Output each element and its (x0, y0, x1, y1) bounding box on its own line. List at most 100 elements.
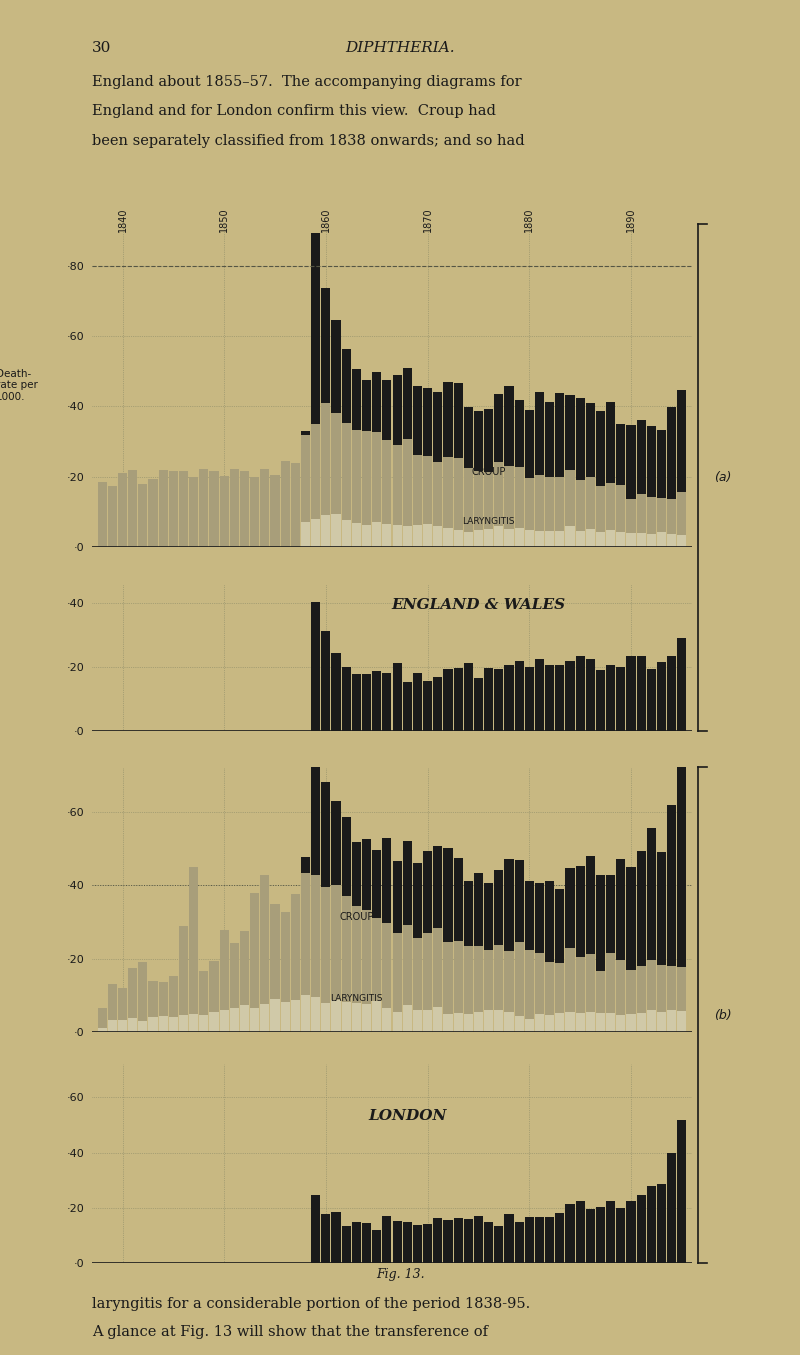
Bar (646, 427, 656, 497)
Bar (616, 961, 626, 1015)
Bar (352, 523, 361, 547)
Bar (535, 393, 544, 476)
Bar (596, 972, 605, 1014)
Bar (454, 530, 462, 547)
Bar (423, 457, 432, 524)
Bar (199, 1015, 209, 1033)
Bar (474, 946, 483, 1012)
Bar (382, 923, 391, 1008)
Bar (423, 389, 432, 457)
Bar (454, 942, 462, 1012)
Text: 1840: 1840 (118, 207, 127, 232)
Bar (657, 663, 666, 730)
Bar (423, 1009, 432, 1033)
Bar (586, 660, 595, 730)
Bar (98, 482, 106, 547)
Bar (678, 535, 686, 547)
Bar (626, 499, 635, 533)
Text: 1860: 1860 (321, 207, 331, 232)
Bar (545, 531, 554, 547)
Bar (372, 432, 382, 522)
Bar (179, 472, 188, 547)
Bar (575, 656, 585, 730)
Bar (545, 402, 554, 477)
Bar (494, 462, 503, 526)
Bar (169, 472, 178, 547)
Bar (667, 499, 676, 534)
Bar (179, 1015, 188, 1033)
Bar (525, 881, 534, 950)
Bar (637, 420, 646, 493)
Bar (667, 1153, 676, 1263)
Text: (b): (b) (714, 1008, 731, 1022)
Bar (596, 1207, 605, 1263)
Bar (575, 1014, 585, 1033)
Bar (535, 1014, 544, 1033)
Bar (525, 477, 534, 530)
Bar (545, 881, 554, 962)
Text: England about 1855–57.  The accompanying diagrams for: England about 1855–57. The accompanying … (92, 75, 522, 88)
Bar (362, 1004, 371, 1033)
Bar (362, 431, 371, 526)
Bar (199, 469, 209, 547)
Bar (311, 519, 320, 547)
Bar (230, 943, 239, 1008)
Bar (514, 527, 524, 547)
Bar (98, 1028, 106, 1033)
Bar (504, 859, 514, 950)
Bar (504, 386, 514, 466)
Bar (678, 390, 686, 492)
Bar (443, 848, 453, 942)
Bar (464, 881, 473, 946)
Bar (291, 1000, 300, 1033)
Bar (128, 1019, 138, 1033)
Bar (331, 1211, 341, 1263)
Bar (586, 1209, 595, 1263)
Bar (108, 485, 117, 547)
Bar (525, 411, 534, 477)
Bar (616, 859, 626, 961)
Bar (535, 659, 544, 730)
Bar (626, 1201, 635, 1263)
Bar (128, 967, 138, 1019)
Bar (291, 463, 300, 547)
Text: DIPHTHERIA.: DIPHTHERIA. (345, 41, 455, 54)
Bar (393, 1012, 402, 1033)
Bar (606, 484, 615, 530)
Bar (545, 477, 554, 531)
Bar (393, 1221, 402, 1263)
Bar (382, 379, 391, 440)
Bar (678, 1011, 686, 1033)
Bar (402, 682, 412, 730)
Bar (189, 477, 198, 547)
Bar (484, 950, 493, 1009)
Bar (484, 409, 493, 472)
Bar (169, 976, 178, 1016)
Bar (464, 1014, 473, 1033)
Bar (566, 1012, 574, 1033)
Bar (575, 397, 585, 481)
Text: A glance at Fig. 13 will show that the transference of: A glance at Fig. 13 will show that the t… (92, 1325, 488, 1339)
Bar (464, 663, 473, 730)
Bar (596, 485, 605, 533)
Bar (504, 1214, 514, 1263)
Bar (678, 967, 686, 1011)
Bar (646, 497, 656, 534)
Bar (382, 1008, 391, 1033)
Bar (413, 1011, 422, 1033)
Bar (606, 875, 615, 954)
Bar (566, 396, 574, 470)
Bar (433, 678, 442, 730)
Bar (616, 424, 626, 485)
Bar (433, 1218, 442, 1263)
Bar (270, 474, 280, 547)
Bar (514, 860, 524, 942)
Bar (494, 870, 503, 944)
Bar (667, 966, 676, 1009)
Bar (331, 653, 341, 730)
Bar (606, 1201, 615, 1263)
Bar (433, 526, 442, 547)
Bar (322, 1214, 330, 1263)
Bar (362, 1224, 371, 1263)
Bar (250, 893, 259, 1008)
